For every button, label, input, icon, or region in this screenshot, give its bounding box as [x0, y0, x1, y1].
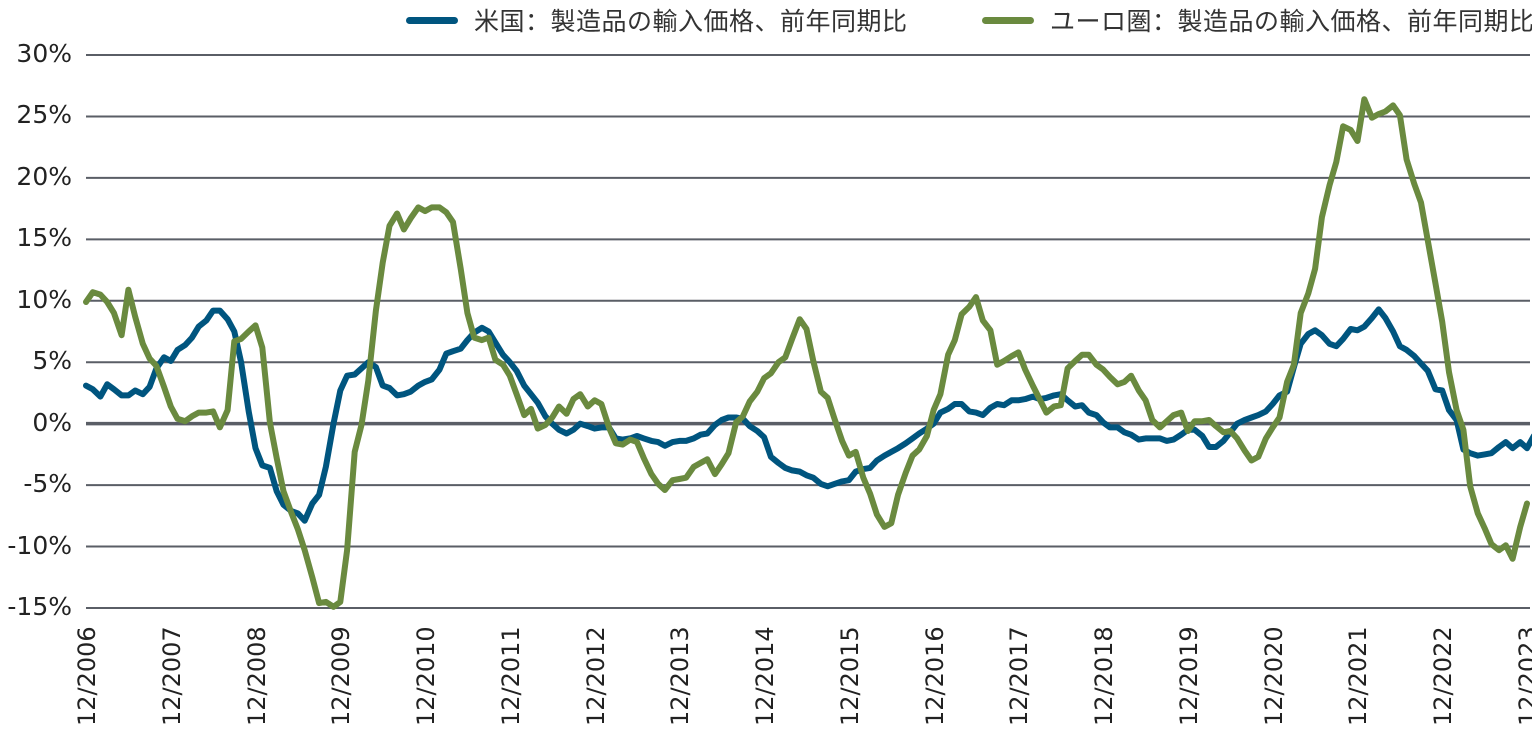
x-tick-label: 12/2023	[1514, 626, 1532, 726]
x-tick-label: 12/2011	[496, 626, 525, 726]
x-tick-label: 12/2014	[751, 626, 780, 726]
euro-series-line	[83, 96, 1530, 610]
y-tick-label: 15%	[16, 223, 72, 253]
x-tick-label: 12/2013	[666, 626, 695, 726]
y-tick-label: -10%	[7, 530, 72, 560]
x-tick-label: 12/2018	[1090, 626, 1119, 726]
y-tick-label: 10%	[16, 284, 72, 314]
gridlines	[86, 54, 1530, 609]
x-tick-label: 12/2012	[581, 626, 610, 726]
x-tick-label: 12/2022	[1429, 626, 1458, 726]
y-tick-label: -5%	[23, 469, 72, 499]
y-tick-label: 30%	[16, 39, 72, 68]
x-tick-label: 12/2008	[242, 626, 271, 726]
x-tick-label: 12/2009	[327, 626, 356, 726]
y-tick-label: -15%	[7, 592, 72, 621]
x-tick-label: 12/2020	[1259, 626, 1288, 726]
legend-item-euro: ユーロ圏：製造品の輸入価格、前年同期比	[982, 2, 1532, 38]
x-tick-label: 12/2010	[412, 626, 441, 726]
legend: 米国：製造品の輸入価格、前年同期比 ユーロ圏：製造品の輸入価格、前年同期比	[0, 2, 1532, 38]
x-tick-label: 12/2015	[835, 626, 864, 726]
y-tick-label: 0%	[32, 407, 72, 437]
legend-label-us: 米国：製造品の輸入価格、前年同期比	[474, 7, 908, 36]
x-tick-label: 12/2021	[1344, 626, 1373, 726]
y-tick-label: 20%	[16, 161, 72, 191]
legend-label-euro: ユーロ圏：製造品の輸入価格、前年同期比	[1050, 7, 1532, 36]
x-tick-label: 12/2019	[1174, 626, 1203, 726]
y-tick-label: 5%	[32, 346, 72, 376]
legend-swatch-euro	[982, 16, 1034, 24]
legend-item-us: 米国：製造品の輸入価格、前年同期比	[406, 2, 908, 38]
y-tick-label: 25%	[16, 100, 72, 130]
legend-swatch-us	[406, 16, 458, 24]
x-tick-label: 12/2006	[73, 626, 101, 726]
series-lines	[83, 96, 1532, 610]
x-tick-label: 12/2007	[157, 626, 186, 726]
x-tick-label: 12/2016	[920, 626, 949, 726]
x-tick-label: 12/2017	[1005, 626, 1034, 726]
